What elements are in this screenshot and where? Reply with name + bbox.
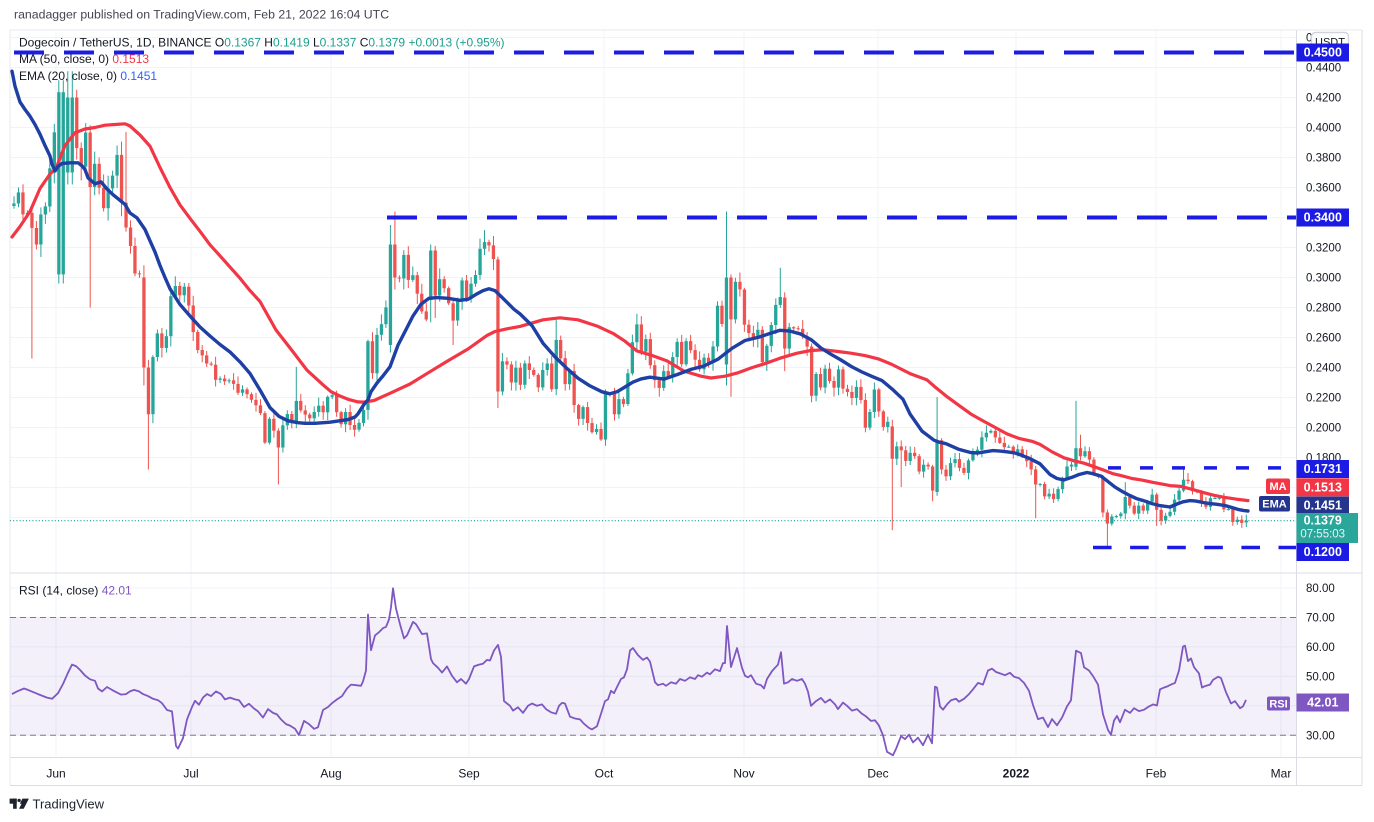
svg-text:EMA: EMA (1262, 499, 1287, 511)
svg-text:0.2200: 0.2200 (1306, 393, 1341, 405)
svg-text:Jun: Jun (46, 767, 65, 781)
svg-text:0.2800: 0.2800 (1306, 303, 1341, 315)
svg-text:80.00: 80.00 (1306, 583, 1335, 595)
svg-text:0.4000: 0.4000 (1306, 123, 1341, 135)
svg-text:60.00: 60.00 (1306, 642, 1335, 654)
svg-text:0.4400: 0.4400 (1306, 63, 1341, 75)
svg-text:0.3200: 0.3200 (1306, 243, 1341, 255)
svg-text:0.1200: 0.1200 (1304, 545, 1342, 559)
svg-text:RSI (14, close) 42.01: RSI (14, close) 42.01 (19, 584, 132, 598)
svg-text:0.1513: 0.1513 (1304, 480, 1342, 494)
svg-text:RSI: RSI (1269, 699, 1287, 711)
svg-text:Feb: Feb (1146, 767, 1167, 781)
svg-text:0.3400: 0.3400 (1304, 211, 1342, 225)
svg-text:0.1379: 0.1379 (1304, 514, 1342, 528)
svg-text:Aug: Aug (320, 767, 341, 781)
svg-text:Mar: Mar (1271, 767, 1292, 781)
svg-text:30.00: 30.00 (1306, 730, 1335, 742)
svg-text:Dec: Dec (867, 767, 888, 781)
svg-text:MA: MA (1269, 481, 1286, 493)
svg-text:EMA (20, close, 0) 0.1451: EMA (20, close, 0) 0.1451 (19, 69, 157, 83)
svg-text:Nov: Nov (733, 767, 754, 781)
svg-text:0.3000: 0.3000 (1306, 273, 1341, 285)
svg-text:0.2400: 0.2400 (1306, 363, 1341, 375)
svg-text:Sep: Sep (458, 767, 480, 781)
svg-text:50.00: 50.00 (1306, 671, 1335, 683)
svg-text:TradingView: TradingView (33, 796, 105, 811)
svg-text:Dogecoin / TetherUS, 1D, BINAN: Dogecoin / TetherUS, 1D, BINANCE O0.1367… (19, 36, 505, 50)
svg-text:0.3800: 0.3800 (1306, 153, 1341, 165)
svg-text:2022: 2022 (1003, 767, 1030, 781)
svg-text:Jul: Jul (183, 767, 198, 781)
svg-text:07:55:03: 07:55:03 (1300, 529, 1345, 541)
svg-text:0.3600: 0.3600 (1306, 183, 1341, 195)
svg-text:ranadagger published on Tradin: ranadagger published on TradingView.com,… (14, 8, 389, 22)
svg-text:0.1451: 0.1451 (1304, 499, 1342, 513)
svg-text:Oct: Oct (595, 767, 614, 781)
svg-text:0.4200: 0.4200 (1306, 93, 1341, 105)
svg-text:70.00: 70.00 (1306, 613, 1335, 625)
svg-text:0.1731: 0.1731 (1304, 462, 1342, 476)
svg-text:0.2600: 0.2600 (1306, 333, 1341, 345)
svg-text:0.4500: 0.4500 (1304, 46, 1342, 60)
svg-text:0.2000: 0.2000 (1306, 423, 1341, 435)
svg-text:42.01: 42.01 (1307, 696, 1338, 710)
svg-text:MA (50, close, 0) 0.1513: MA (50, close, 0) 0.1513 (19, 52, 149, 66)
